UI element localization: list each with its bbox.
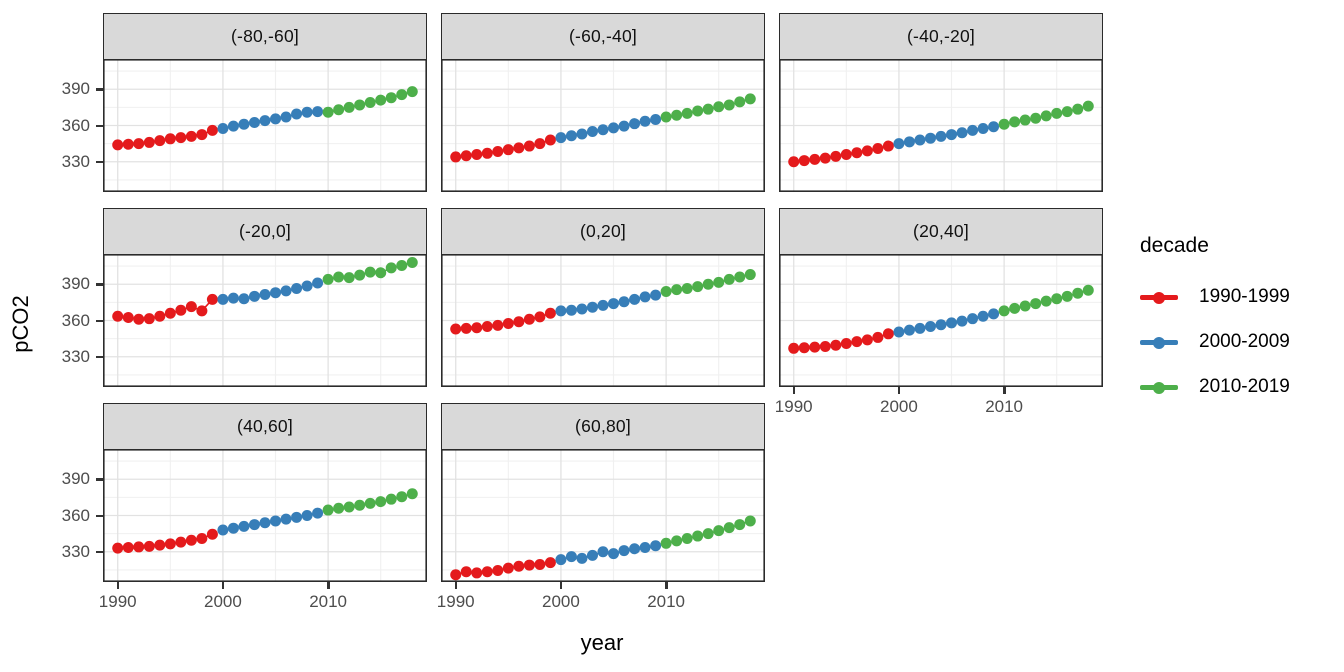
x-tick-label: 2000	[880, 397, 918, 416]
x-tick-label: 2000	[542, 592, 580, 611]
legend-key-dot	[1153, 291, 1165, 304]
y-tick-label: 360	[61, 505, 90, 525]
y-tick-label: 390	[61, 274, 90, 294]
y-tick-label: 330	[61, 541, 90, 561]
facet-strip-label: (0,20]	[580, 221, 626, 241]
x-tick-label: 1990	[98, 592, 137, 611]
legend-entry-label: 1990-1999	[1199, 286, 1290, 307]
x-tick-mark	[1003, 387, 1006, 394]
x-tick-mark	[559, 582, 563, 589]
y-tick-mark	[96, 160, 103, 164]
facet-cell: (-80,-60]	[103, 13, 427, 193]
facet-panel	[103, 449, 427, 582]
facet-strip: (40,60]	[103, 403, 427, 450]
facet-strip: (-20,0]	[103, 208, 427, 255]
x-tick-mark	[897, 387, 901, 394]
facet-strip-label: (60,80]	[575, 416, 631, 436]
y-tick-mark	[96, 124, 103, 127]
y-tick-mark	[96, 550, 103, 554]
legend-entry-label: 2000-2009	[1199, 331, 1290, 352]
facet-panel	[779, 59, 1103, 192]
legend-entry-label: 2010-2019	[1199, 376, 1290, 397]
facet-strip: (-40,-20]	[779, 13, 1103, 60]
facet-strip-label: (40,60]	[237, 416, 293, 436]
facet-strip-label: (-80,-60]	[231, 26, 299, 46]
x-tick-label: 2000	[204, 592, 242, 611]
x-tick-label: 1990	[436, 592, 475, 611]
facet-panel	[441, 59, 765, 192]
facet-strip-label: (20,40]	[913, 221, 969, 241]
y-tick-label: 390	[61, 79, 90, 99]
y-tick-label: 330	[61, 346, 90, 366]
facet-strip: (60,80]	[441, 403, 765, 450]
legend-entry: 1990-1999	[1140, 282, 1290, 312]
facet-panel	[779, 254, 1103, 387]
x-tick-label: 2010	[309, 592, 348, 611]
facet-strip: (-80,-60]	[103, 13, 427, 60]
facet-panel	[441, 449, 765, 582]
legend: decade 1990-1999 2000-2009 2010-2019	[1140, 234, 1290, 417]
legend-entries: 1990-1999 2000-2009 2010-2019	[1140, 282, 1290, 402]
y-tick-label: 390	[61, 469, 90, 489]
facet-panel	[441, 254, 765, 387]
x-tick-label: 2010	[647, 592, 686, 611]
legend-key-icon	[1140, 282, 1178, 312]
y-tick-mark	[96, 283, 103, 286]
x-tick-label: 1990	[774, 397, 813, 416]
x-tick-mark	[221, 582, 225, 589]
facet-cell: (20,40]	[779, 208, 1103, 388]
facet-strip-label: (-40,-20]	[907, 26, 975, 46]
y-tick-mark	[96, 88, 103, 91]
x-tick-mark	[665, 582, 668, 589]
legend-entry: 2010-2019	[1140, 372, 1290, 402]
y-tick-mark	[96, 319, 103, 322]
x-tick-mark	[116, 582, 120, 589]
y-tick-label: 360	[61, 310, 90, 330]
facet-cell: (-60,-40]	[441, 13, 765, 193]
facet-cell: (0,20]	[441, 208, 765, 388]
legend-key-icon	[1140, 372, 1178, 402]
facet-strip: (-60,-40]	[441, 13, 765, 60]
facet-strip: (0,20]	[441, 208, 765, 255]
legend-entry: 2000-2009	[1140, 327, 1290, 357]
facet-cell: (40,60]	[103, 403, 427, 583]
facet-panel	[103, 59, 427, 192]
legend-key-dot	[1153, 381, 1165, 394]
y-tick-mark	[96, 478, 103, 481]
facet-strip: (20,40]	[779, 208, 1103, 255]
y-tick-label: 330	[61, 151, 90, 171]
y-axis-title: pCO2	[8, 295, 33, 353]
x-tick-mark	[327, 582, 330, 589]
x-tick-mark	[454, 582, 458, 589]
y-tick-mark	[96, 355, 103, 359]
facet-panel	[103, 254, 427, 387]
facet-cell: (-40,-20]	[779, 13, 1103, 193]
legend-key-dot	[1153, 336, 1165, 349]
y-tick-label: 360	[61, 115, 90, 135]
facet-cell: (60,80]	[441, 403, 765, 583]
facet-strip-label: (-60,-40]	[569, 26, 637, 46]
x-tick-mark	[792, 387, 796, 394]
facet-strip-label: (-20,0]	[239, 221, 291, 241]
x-axis-title: year	[580, 630, 624, 655]
y-tick-mark	[96, 514, 103, 517]
facet-cell: (-20,0]	[103, 208, 427, 388]
legend-key-icon	[1140, 327, 1178, 357]
x-tick-label: 2010	[985, 397, 1024, 416]
legend-title: decade	[1140, 234, 1209, 257]
